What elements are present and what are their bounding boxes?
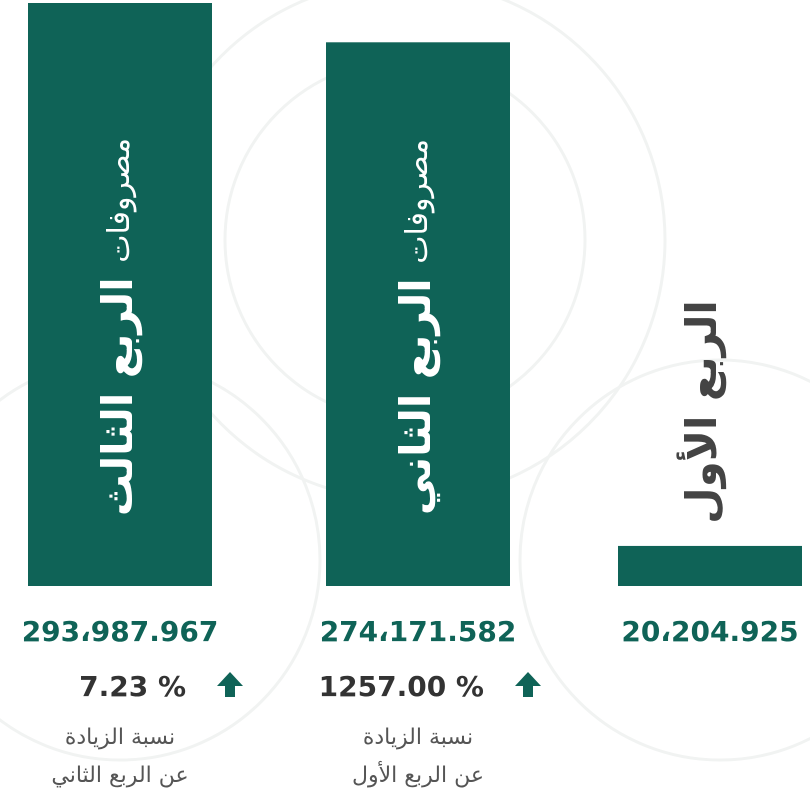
category-label: الربع الأول [676, 300, 727, 524]
value-label: 20،204.925 [621, 615, 798, 648]
growth-note: نسبة الزيادة [363, 725, 473, 750]
growth-note: عن الربع الثاني [51, 763, 188, 788]
value-label: 293،987.967 [22, 615, 219, 648]
category-label: الربع الثالث [93, 277, 143, 516]
category-label: الربع الثاني [391, 278, 441, 515]
value-label: 274،171.582 [320, 615, 517, 648]
bar [326, 42, 510, 586]
growth-label: 1257.00 % [319, 670, 484, 703]
space [93, 263, 142, 278]
growth-note: نسبة الزيادة [65, 725, 175, 750]
growth-note: عن الربع الأول [352, 761, 484, 788]
growth-label: 7.23 % [79, 670, 186, 703]
bar [618, 545, 802, 586]
bar-label-prefix: مصروفات [400, 139, 435, 264]
space [391, 264, 440, 279]
bar [28, 3, 212, 586]
bar-label: مصروفات الربع الثالث [93, 138, 143, 516]
bar-label: مصروفات الربع الثاني [391, 139, 441, 515]
up-arrow [515, 672, 541, 697]
up-arrow [217, 672, 243, 697]
bar-label: الربع الأول [676, 300, 727, 524]
bar-label-prefix: مصروفات [102, 138, 137, 263]
